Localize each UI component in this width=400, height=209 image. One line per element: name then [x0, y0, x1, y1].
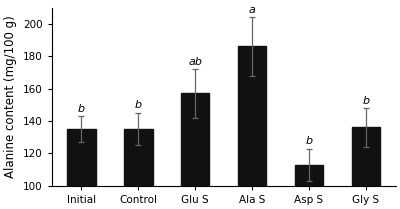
- Bar: [181, 93, 210, 186]
- Bar: [295, 165, 323, 186]
- Text: b: b: [78, 104, 85, 114]
- Text: a: a: [249, 5, 256, 15]
- Bar: [124, 129, 152, 186]
- Bar: [352, 127, 380, 186]
- Bar: [238, 46, 266, 186]
- Text: b: b: [135, 101, 142, 111]
- Text: b: b: [362, 96, 370, 106]
- Text: b: b: [306, 136, 313, 146]
- Bar: [67, 129, 96, 186]
- Y-axis label: Alanine content (mg/100 g): Alanine content (mg/100 g): [4, 15, 17, 178]
- Text: ab: ab: [188, 57, 202, 67]
